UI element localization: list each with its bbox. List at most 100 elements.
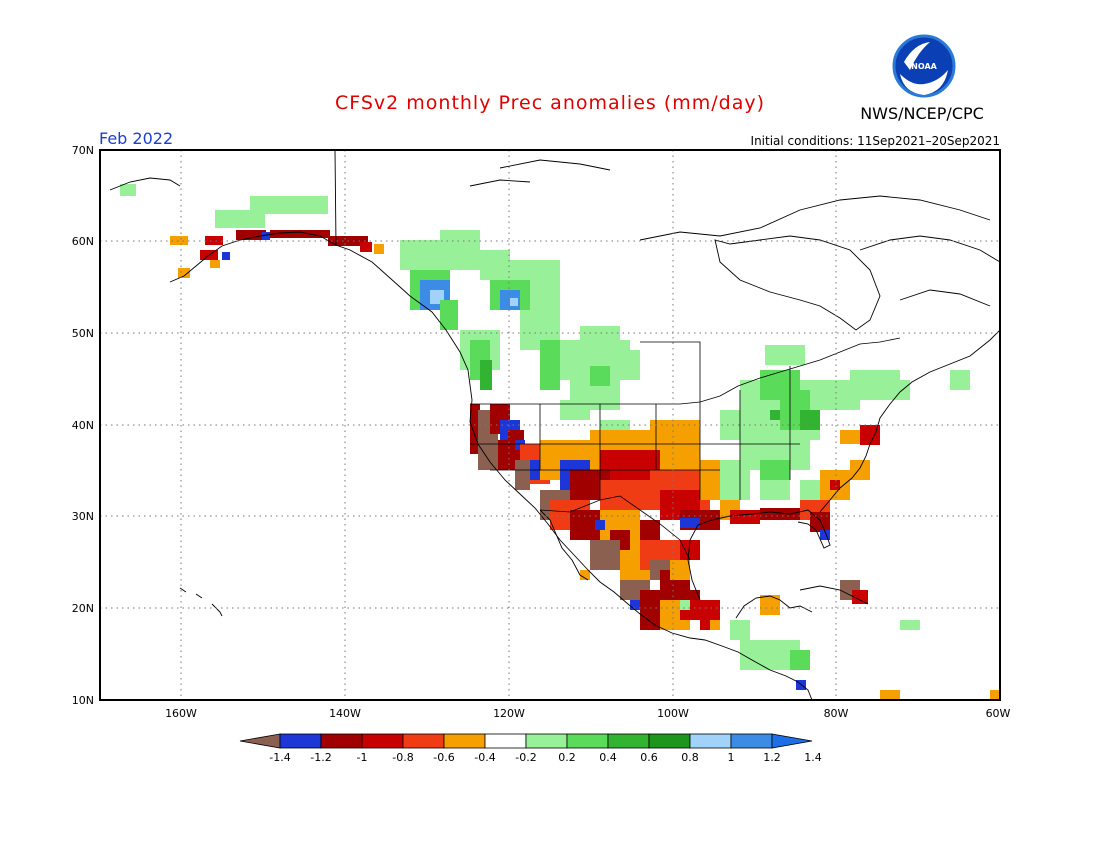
colorbar-tick-label: -0.8 [392,751,413,764]
colorbar-tick-label: 0.2 [558,751,576,764]
anomaly-cell [560,400,590,420]
colorbar-arrow-high [771,733,813,749]
lat-label-50n: 50N [72,327,94,340]
anomaly-cell [770,410,780,420]
anomaly-cell [580,326,620,346]
anomaly-cell [850,460,870,480]
anomaly-cell [440,300,458,330]
colorbar-swatch [607,733,650,749]
noaa-logo-text: NOAA [911,62,937,71]
colorbar-tick-label: -1.4 [269,751,290,764]
anomaly-cell [515,460,530,490]
anomaly-cell [890,380,910,400]
anomaly-cell [760,480,790,500]
colorbar-swatch [730,733,773,749]
anomaly-cell [120,184,136,196]
colorbar-swatch [402,733,445,749]
forecast-month-label: Feb 2022 [99,129,173,148]
map-frame [99,149,1001,701]
colorbar-swatch [566,733,609,749]
lon-label-120w: 120W [493,707,525,720]
anomaly-cell [170,236,188,245]
map-canvas [100,150,1000,700]
anomaly-cell [510,298,518,306]
anomaly-cell [880,690,900,700]
anomaly-cell [595,520,605,530]
colorbar-tick-label: 0.6 [640,751,658,764]
anomaly-cell [400,240,480,270]
colorbar-tick-label: -1.2 [310,751,331,764]
anomaly-cell [800,410,820,430]
lon-label-80w: 80W [824,707,849,720]
colorbar-arrow-low [239,733,281,749]
anomaly-cell [810,512,830,532]
lon-label-160w: 160W [165,707,197,720]
anomaly-cell [690,590,700,600]
anomaly-cell [820,530,830,540]
colorbar-tick-label: 1.4 [804,751,822,764]
anomaly-cell [852,590,868,604]
colorbar-swatch [320,733,363,749]
colorbar-tick-label: -0.6 [433,751,454,764]
anomaly-cell [720,460,750,500]
anomaly-cell [830,480,840,490]
anomaly-cell [480,360,492,390]
anomaly-cell [250,196,328,214]
anomaly-cell [374,244,384,254]
colorbar-tick-label: -1 [357,751,368,764]
colorbar-tick-label: 1 [728,751,735,764]
anomaly-cell [840,430,860,444]
anomaly-cell [700,460,720,500]
anomaly-cell [760,508,810,520]
org-label: NWS/NCEP/CPC [860,104,984,123]
anomaly-cell [710,620,720,630]
lon-label-140w: 140W [329,707,361,720]
latitude-labels: 70N 60N 50N 40N 30N 20N 10N [72,144,94,707]
anomaly-cell [680,540,700,560]
anomaly-cell [760,595,780,615]
lon-label-100w: 100W [657,707,689,720]
anomaly-cell [600,480,650,510]
anomaly-cell [600,420,630,432]
colorbar-tick-label: 0.4 [599,751,617,764]
anomaly-cell [680,518,700,528]
colorbar-swatch [484,733,527,749]
lon-label-60w: 60W [986,707,1011,720]
anomaly-cell [796,680,806,690]
graticule [100,150,1000,700]
anomaly-cell [590,366,610,386]
anomaly-cell [860,425,880,445]
colorbar-tick-label: -0.2 [515,751,536,764]
anomaly-cell [470,404,480,454]
anomaly-cell [800,480,820,500]
colorbar-tick-label: 0.8 [681,751,699,764]
colorbar-legend: -1.4 -1.2 -1 -0.8 -0.6 -0.4 -0.2 0.2 0.4 0.6 0.8 1 1… [239,733,822,764]
lat-label-70n: 70N [72,144,94,157]
lat-label-20n: 20N [72,602,94,615]
anomaly-cell [236,230,266,240]
anomaly-cell [215,210,265,228]
anomaly-cell [440,230,480,244]
colorbar-swatch [525,733,568,749]
lat-label-60n: 60N [72,235,94,248]
anomaly-cell [222,252,230,260]
colorbar-swatch [361,733,404,749]
colorbar-swatch [648,733,691,749]
longitude-labels: 160W 140W 120W 100W 80W 60W [165,707,1010,720]
anomaly-cell [765,345,805,365]
anomaly-cell [540,340,560,390]
anomaly-cell [900,620,920,630]
anomaly-cell [178,268,190,278]
anomaly-cell [620,350,640,380]
anomaly-cell [590,540,620,570]
political-borders [470,337,901,561]
anomaly-cell [262,232,270,240]
anomaly-cell [730,510,760,524]
anomaly-cell [790,650,810,670]
anomaly-cell [950,370,970,390]
initial-conditions-label: Initial conditions: 11Sep2021–20Sep2021 [751,134,1000,148]
colorbar-tick-label: -0.4 [474,751,495,764]
colorbar-swatch [279,733,322,749]
